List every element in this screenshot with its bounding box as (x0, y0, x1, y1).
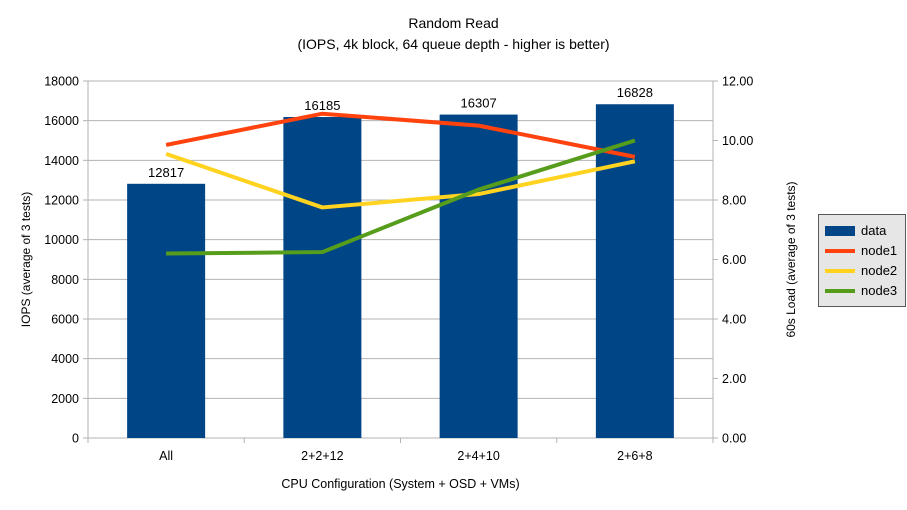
bar-value-label: 12817 (148, 165, 184, 180)
chart-subtitle: (IOPS, 4k block, 64 queue depth - higher… (297, 36, 610, 52)
bar-value-label: 16828 (617, 85, 653, 100)
x-category-label: 2+4+10 (457, 449, 499, 463)
chart-title-block: Random Read (IOPS, 4k block, 64 queue de… (0, 13, 907, 55)
y-left-tick-label: 8000 (51, 273, 79, 287)
legend-item-node1: node1 (825, 243, 899, 258)
y-right-tick-label: 10.00 (722, 134, 753, 148)
axes: 0 2000 4000 6000 8000 10000 12000 14000 16000 180… (44, 75, 753, 464)
bar (127, 183, 206, 438)
x-axis-title: CPU Configuration (System + OSD + VMs) (281, 477, 519, 491)
x-category-label: 2+2+12 (301, 449, 343, 463)
chart-title: Random Read (408, 15, 499, 31)
bar-value-label: 16185 (304, 98, 340, 113)
y-left-tick-label: 12000 (44, 194, 79, 208)
y-right-tick-label: 6.00 (722, 253, 746, 267)
y-left-tick-label: 18000 (44, 75, 79, 89)
node2-line (165, 151, 636, 210)
y-left-tick-label: 16000 (44, 114, 79, 128)
legend-item-node3: node3 (825, 283, 899, 298)
y-left-tick-label: 6000 (51, 313, 79, 327)
y-axis-left-title: IOPS (average of 3 tests) (19, 192, 33, 327)
bar-value-label: 16307 (461, 96, 497, 111)
y-right-tick-label: 2.00 (722, 372, 746, 386)
node1-line (165, 111, 636, 159)
node3-series-swatch-icon (825, 288, 855, 293)
bar (595, 104, 674, 439)
x-category-label: All (159, 449, 173, 463)
node3-line (166, 138, 636, 256)
y-right-tick-label: 4.00 (722, 313, 746, 327)
y-left-tick-label: 2000 (51, 392, 79, 406)
y-right-tick-label: 0.00 (722, 432, 746, 446)
node1-series-swatch-icon (825, 248, 855, 253)
data-series-swatch-icon (825, 225, 855, 236)
legend-label-node3: node3 (861, 283, 898, 298)
y-left-tick-label: 10000 (44, 233, 79, 247)
x-category-label: 2+6+8 (617, 449, 653, 463)
legend-item-data: data (825, 223, 899, 238)
y-right-tick-label: 8.00 (722, 194, 746, 208)
bar (439, 114, 518, 439)
bar (283, 116, 362, 438)
y-left-tick-label: 0 (72, 432, 79, 446)
legend-label-node2: node2 (861, 263, 898, 278)
legend-item-node2: node2 (825, 263, 899, 278)
y-left-tick-label: 14000 (44, 154, 79, 168)
node2-series-swatch-icon (825, 268, 855, 273)
legend-label-data: data (861, 223, 887, 238)
y-left-tick-label: 4000 (51, 352, 79, 366)
bar-series: 12817 16185 16307 16828 (127, 85, 674, 439)
y-axis-right-title: 60s Load (average of 3 tests) (784, 181, 798, 337)
y-right-tick-label: 12.00 (722, 75, 753, 89)
legend: data node1 node2 node3 (818, 214, 906, 307)
legend-label-node1: node1 (861, 243, 898, 258)
